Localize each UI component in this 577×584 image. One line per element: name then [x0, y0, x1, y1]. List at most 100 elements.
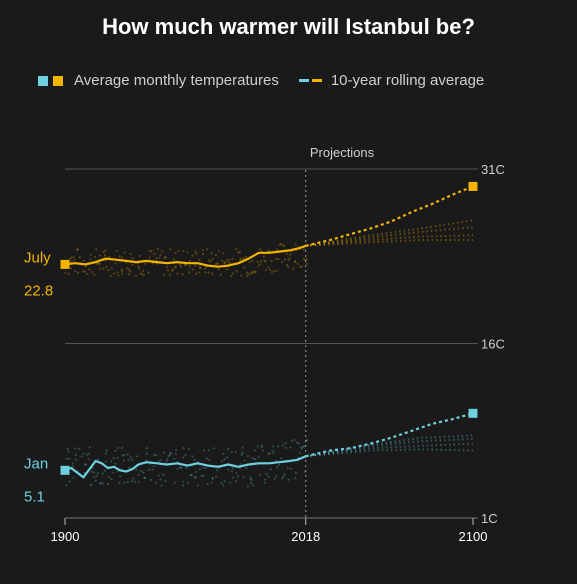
- scatter-point-jan: [155, 481, 158, 484]
- scatter-point-july: [171, 269, 174, 272]
- scatter-point-july: [131, 263, 134, 266]
- scatter-point-jan: [105, 449, 108, 452]
- scatter-point-july: [76, 248, 79, 251]
- scatter-point-jan: [306, 438, 309, 441]
- scatter-point-jan: [297, 442, 301, 445]
- scatter-point-july: [292, 267, 295, 270]
- y-tick-label-16: 16C: [481, 337, 505, 352]
- scatter-point-jan: [223, 458, 226, 461]
- scatter-point-july: [148, 249, 152, 252]
- scatter-point-july: [254, 270, 257, 273]
- scatter-point-july: [89, 253, 92, 256]
- scatter-point-july: [129, 270, 132, 273]
- scatter-point-july: [194, 264, 197, 267]
- scatter-point-july: [215, 262, 218, 265]
- scatter-point-july: [127, 268, 130, 271]
- scatter-point-jan: [222, 484, 225, 487]
- start-marker-july: [60, 259, 70, 269]
- scatter-point-jan: [88, 446, 91, 449]
- scatter-point-jan: [162, 473, 165, 477]
- scatter-point-july: [264, 269, 267, 272]
- scatter-point-july: [235, 270, 238, 273]
- scatter-point-jan: [116, 456, 119, 459]
- scatter-point-july: [90, 271, 94, 274]
- scatter-point-jan: [143, 476, 146, 479]
- scatter-point-july: [107, 268, 110, 272]
- scatter-point-july: [214, 253, 217, 257]
- scatter-point-july: [164, 256, 167, 259]
- scatter-point-july: [129, 252, 132, 256]
- scatter-point-july: [279, 242, 282, 245]
- scatter-point-jan: [276, 466, 279, 469]
- scatter-point-jan: [250, 482, 253, 485]
- scatter-point-july: [256, 260, 259, 263]
- scatter-point-july: [257, 264, 260, 267]
- scatter-point-july: [294, 260, 297, 263]
- scatter-point-july: [93, 255, 96, 259]
- faded-projection-jan-3: [305, 448, 474, 458]
- scatter-point-july: [70, 256, 73, 259]
- scatter-point-july: [235, 248, 238, 251]
- scatter-point-jan: [275, 475, 278, 478]
- scatter-point-jan: [210, 481, 213, 484]
- scatter-point-july: [251, 259, 254, 262]
- scatter-point-july: [210, 251, 213, 255]
- scatter-point-jan: [277, 445, 280, 448]
- scatter-point-jan: [260, 445, 264, 448]
- scatter-point-jan: [132, 477, 135, 480]
- scatter-point-jan: [245, 467, 248, 470]
- scatter-point-jan: [101, 472, 104, 475]
- scatter-point-july: [280, 260, 284, 264]
- scatter-point-july: [82, 270, 85, 273]
- scatter-point-july: [121, 272, 124, 275]
- scatter-point-july: [288, 253, 291, 256]
- scatter-point-jan: [293, 439, 296, 442]
- scatter-point-july: [147, 271, 150, 274]
- scatter-point-july: [239, 257, 242, 260]
- scatter-point-jan: [107, 475, 110, 478]
- scatter-point-jan: [230, 470, 233, 473]
- faded-projection-jan-2: [305, 442, 474, 458]
- scatter-point-july: [204, 271, 207, 274]
- scatter-point-jan: [305, 439, 308, 442]
- scatter-point-july: [302, 257, 305, 260]
- scatter-point-jan: [263, 478, 267, 481]
- scatter-point-july: [187, 271, 190, 274]
- scatter-point-jan: [117, 446, 120, 449]
- scatter-point-july: [114, 262, 117, 265]
- scatter-point-jan: [246, 455, 249, 458]
- scatter-point-jan: [267, 452, 270, 455]
- scatter-point-july: [83, 270, 86, 273]
- scatter-point-jan: [256, 445, 259, 448]
- scatter-point-jan: [190, 474, 193, 477]
- scatter-point-july: [164, 256, 167, 259]
- scatter-point-jan: [303, 470, 306, 473]
- scatter-point-july: [115, 249, 118, 253]
- faded-projections-layer: [305, 219, 474, 458]
- scatter-point-jan: [142, 471, 145, 474]
- scatter-point-jan: [249, 476, 252, 479]
- scatter-point-july: [85, 265, 88, 268]
- scatter-point-jan: [227, 468, 230, 471]
- scatter-point-july: [281, 244, 284, 247]
- scatter-point-jan: [294, 471, 298, 474]
- scatter-point-jan: [234, 450, 237, 453]
- scatter-point-july: [207, 271, 210, 274]
- scatter-point-jan: [74, 454, 77, 457]
- scatter-point-july: [217, 250, 220, 253]
- scatter-point-july: [141, 272, 144, 275]
- scatter-point-july: [252, 270, 255, 273]
- x-tick-label-2018: 2018: [291, 529, 320, 544]
- scatter-point-jan: [275, 459, 278, 462]
- scatter-point-jan: [237, 475, 240, 478]
- scatter-point-jan: [235, 471, 238, 474]
- scatter-point-jan: [127, 458, 130, 461]
- scatter-point-jan: [211, 477, 214, 480]
- scatter-point-july: [205, 248, 209, 251]
- scatter-point-july: [162, 273, 165, 276]
- scatter-point-july: [99, 267, 102, 270]
- series-lines-layer: [64, 185, 474, 479]
- scatter-layer: [64, 242, 309, 488]
- scatter-point-jan: [112, 457, 115, 460]
